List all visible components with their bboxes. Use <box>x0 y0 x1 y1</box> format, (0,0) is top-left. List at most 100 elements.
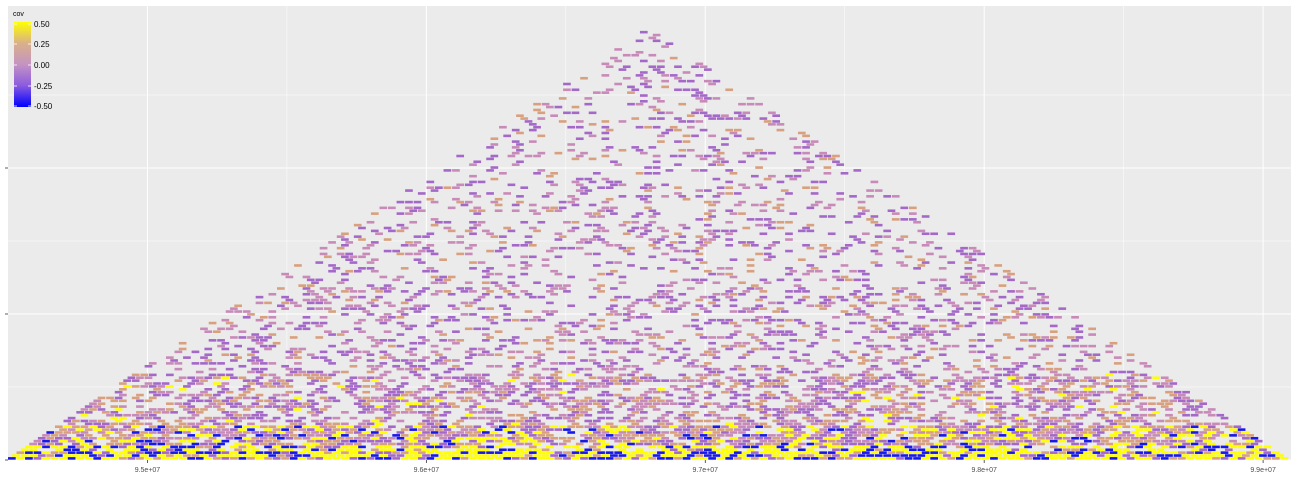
heatmap-cell <box>810 422 819 426</box>
heatmap-cell <box>870 347 879 351</box>
heatmap-cell <box>669 298 678 302</box>
heatmap-cell <box>729 431 738 434</box>
heatmap-cell <box>528 411 537 414</box>
heatmap-cell <box>584 408 593 411</box>
legend: cov 0.500.250.00-0.25-0.50 <box>13 11 53 111</box>
heatmap-cell <box>639 428 648 431</box>
heatmap-cell <box>763 373 772 377</box>
heatmap-cell <box>528 382 537 385</box>
heatmap-cell <box>422 425 430 429</box>
heatmap-cell <box>759 416 768 420</box>
heatmap-cell <box>1011 425 1020 429</box>
heatmap-cell <box>776 376 785 380</box>
heatmap-cell <box>217 408 225 411</box>
heatmap-cell <box>921 232 930 236</box>
heatmap-cell <box>580 330 588 333</box>
heatmap-cell <box>490 431 499 434</box>
heatmap-cell <box>165 448 174 452</box>
heatmap-cell <box>1015 434 1024 437</box>
heatmap-cell <box>990 411 998 414</box>
heatmap-cell <box>178 416 187 420</box>
heatmap-cell <box>994 425 1003 429</box>
heatmap-cell <box>883 408 892 411</box>
heatmap-cell <box>524 419 533 423</box>
heatmap-cell <box>849 396 857 400</box>
heatmap-cell <box>951 402 960 405</box>
heatmap-cell <box>1045 316 1054 319</box>
heatmap-cell <box>464 425 473 429</box>
heatmap-cell <box>144 399 153 403</box>
heatmap-cell <box>1237 445 1246 449</box>
heatmap-cell <box>874 189 883 192</box>
heatmap-cell <box>1122 454 1131 457</box>
heatmap-cell <box>592 436 601 440</box>
heatmap-cell <box>230 353 238 357</box>
heatmap-cell <box>973 457 981 460</box>
heatmap-cell <box>285 454 294 457</box>
heatmap-cell <box>759 364 768 368</box>
heatmap-cell <box>661 413 669 417</box>
heatmap-cell <box>610 454 618 457</box>
heatmap-cell <box>1041 376 1050 380</box>
heatmap-cell <box>1041 388 1050 391</box>
heatmap-cell <box>1203 439 1212 443</box>
heatmap-cell <box>524 154 533 158</box>
heatmap-cell <box>1019 304 1028 308</box>
heatmap-cell <box>947 232 956 236</box>
heatmap-cell <box>708 146 716 149</box>
heatmap-cell <box>533 413 541 417</box>
heatmap-cell <box>110 405 119 408</box>
heatmap-cell <box>610 431 618 434</box>
heatmap-cell <box>1118 434 1126 437</box>
heatmap-cell <box>588 347 597 351</box>
heatmap-cell <box>998 428 1007 431</box>
heatmap-cell <box>439 362 447 365</box>
heatmap-cell <box>853 382 862 385</box>
heatmap-cell <box>507 264 516 267</box>
heatmap-cell <box>131 396 140 400</box>
heatmap-cell <box>789 408 798 411</box>
heatmap-cell <box>1173 390 1182 394</box>
heatmap-cell <box>639 71 648 74</box>
heatmap-cell <box>580 341 588 345</box>
heatmap-cell <box>1169 457 1178 460</box>
heatmap-cell <box>409 341 418 345</box>
heatmap-cell <box>879 330 887 333</box>
heatmap-cell <box>567 454 576 457</box>
heatmap-cell <box>887 416 896 420</box>
heatmap-cell <box>588 313 597 316</box>
heatmap-cell <box>635 333 644 336</box>
heatmap-cell <box>891 310 900 313</box>
heatmap-cell <box>695 373 704 377</box>
heatmap-cell <box>464 281 473 285</box>
heatmap-cell <box>204 347 213 351</box>
heatmap-cell <box>1135 416 1143 420</box>
heatmap-cell <box>255 439 264 443</box>
heatmap-cell <box>456 379 465 382</box>
heatmap-cell <box>144 434 153 437</box>
heatmap-cell <box>477 180 486 184</box>
heatmap-cell <box>259 316 268 319</box>
heatmap-cell <box>575 120 584 123</box>
heatmap-cell <box>674 88 682 92</box>
heatmap-cell <box>750 364 759 368</box>
heatmap-cell <box>622 220 631 224</box>
heatmap-cell <box>947 364 956 368</box>
heatmap-cell <box>729 321 738 325</box>
heatmap-cell <box>1049 422 1058 426</box>
heatmap-cell <box>392 434 400 437</box>
heatmap-cell <box>1148 454 1156 457</box>
heatmap-cell <box>178 376 187 380</box>
heatmap-cell <box>712 154 721 158</box>
heatmap-cell <box>520 290 529 293</box>
heatmap-cell <box>776 301 785 305</box>
heatmap-cell <box>456 183 465 187</box>
heatmap-cell <box>477 295 486 299</box>
heatmap-cell <box>533 339 541 342</box>
heatmap-cell <box>1143 376 1152 380</box>
heatmap-cell <box>934 385 943 388</box>
heatmap-cell <box>669 454 678 457</box>
heatmap-cell <box>896 261 904 264</box>
heatmap-cell <box>212 382 221 385</box>
heatmap-cell <box>973 307 981 310</box>
